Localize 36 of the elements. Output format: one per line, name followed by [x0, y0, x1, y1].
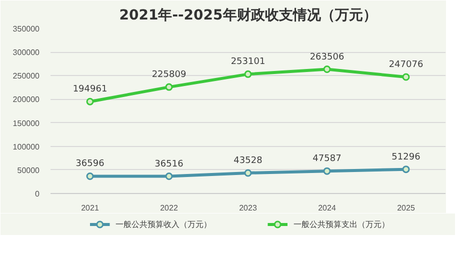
- point: [165, 172, 173, 180]
- chart-title: 2021年--2025年财政收支情况（万元）: [119, 8, 377, 24]
- legend-label: 一般公共预算支出（万元）: [293, 220, 390, 229]
- data-label: 253101: [230, 57, 266, 68]
- legend-label: 一般公共预算收入（万元）: [116, 220, 212, 229]
- x-tick-label: 2023: [239, 204, 258, 212]
- y-tick-label: 0: [35, 190, 40, 198]
- y-tick-label: 200000: [12, 95, 40, 104]
- point: [402, 73, 410, 81]
- x-tick-label: 2022: [160, 204, 178, 212]
- point: [323, 66, 331, 74]
- x-tick-label: 2025: [397, 204, 416, 212]
- point: [402, 166, 410, 174]
- point: [244, 169, 252, 177]
- data-label: 263506: [310, 52, 344, 62]
- y-tick-label: 300000: [12, 48, 40, 58]
- data-label: 247076: [388, 60, 424, 70]
- data-label: 43528: [234, 156, 263, 166]
- data-label: 47587: [312, 154, 342, 164]
- y-tick-label: 350000: [12, 24, 40, 34]
- point: [244, 70, 252, 78]
- data-label: 36516: [154, 159, 184, 170]
- data-label: 225809: [152, 70, 186, 80]
- x-tick-label: 2021: [81, 204, 100, 212]
- data-label: 51296: [392, 152, 421, 162]
- data-label: 194961: [72, 84, 108, 95]
- y-tick-label: 50000: [17, 166, 40, 175]
- point: [323, 167, 331, 175]
- data-label: 36596: [76, 159, 105, 170]
- x-tick-label: 2024: [318, 204, 336, 212]
- point: [86, 172, 94, 180]
- point: [165, 83, 173, 91]
- y-tick-label: 150000: [12, 118, 40, 128]
- point: [86, 98, 94, 106]
- y-tick-label: 100000: [12, 142, 40, 152]
- y-tick-label: 250000: [12, 72, 40, 81]
